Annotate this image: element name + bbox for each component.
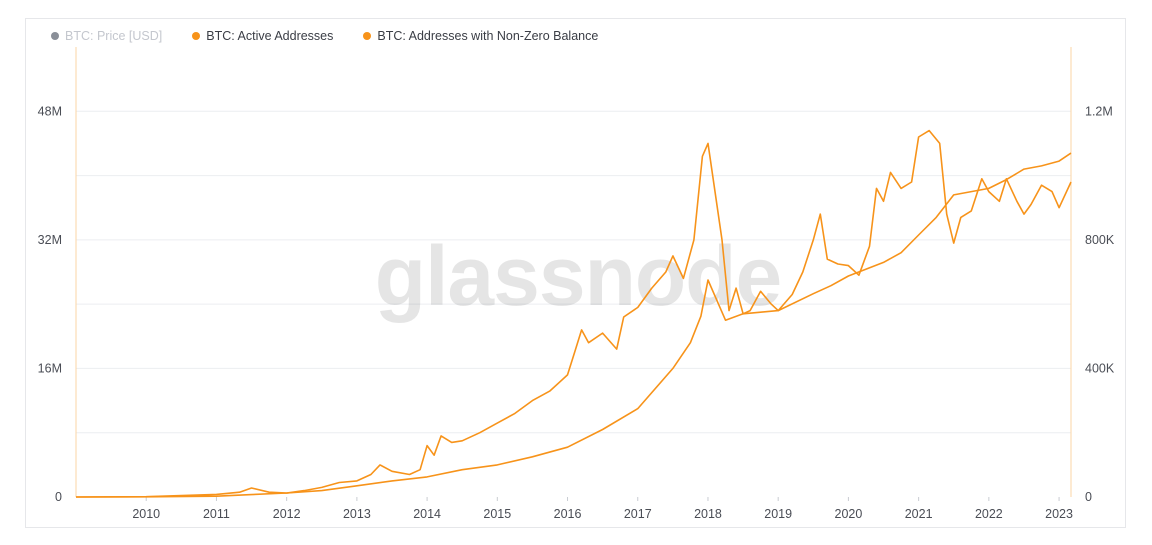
right-tick-label: 400K <box>1085 361 1115 375</box>
left-tick-label: 16M <box>38 361 62 375</box>
x-tick-label: 2017 <box>624 507 652 521</box>
x-tick-label: 2019 <box>764 507 792 521</box>
x-tick-label: 2011 <box>203 507 230 521</box>
legend-label: BTC: Addresses with Non-Zero Balance <box>377 29 599 43</box>
legend-item-nonzero-addresses[interactable]: BTC: Addresses with Non-Zero Balance <box>363 29 598 43</box>
legend-dot-icon <box>51 32 59 40</box>
left-tick-label: 48M <box>38 104 62 118</box>
legend-label: BTC: Active Addresses <box>206 29 334 43</box>
x-tick-label: 2021 <box>905 507 933 521</box>
left-tick-label: 0 <box>55 490 62 504</box>
watermark: glassnode <box>375 229 781 323</box>
x-tick-label: 2018 <box>694 507 722 521</box>
x-tick-label: 2010 <box>132 507 160 521</box>
x-tick-label: 2022 <box>975 507 1003 521</box>
right-tick-label: 1.2M <box>1085 104 1113 118</box>
x-tick-label: 2015 <box>483 507 511 521</box>
x-tick-label: 2016 <box>554 507 582 521</box>
active-addresses-series-line <box>75 129 1072 498</box>
legend-item-active-addresses[interactable]: BTC: Active Addresses <box>192 29 333 43</box>
axes: 0 16M 32M 48M 0 400K 800K 1.2M 2010 2011 2012 2013 2… <box>38 47 1115 521</box>
x-tick-label: 2023 <box>1045 507 1073 521</box>
legend-dot-icon <box>192 32 201 40</box>
grid <box>76 110 1071 434</box>
x-tick-label: 2012 <box>273 507 301 521</box>
legend-item-price[interactable]: BTC: Price [USD] <box>51 29 162 43</box>
nonzero-balance-series-line <box>75 152 1072 498</box>
legend: BTC: Price [USD] BTC: Active Addresses B… <box>51 29 598 43</box>
right-tick-label: 800K <box>1085 233 1115 247</box>
right-tick-label: 0 <box>1085 490 1092 504</box>
left-tick-label: 32M <box>38 233 62 247</box>
x-tick-label: 2013 <box>343 507 371 521</box>
x-tick-label: 2014 <box>413 507 441 521</box>
legend-dot-icon <box>363 32 372 40</box>
x-tick-label: 2020 <box>835 507 863 521</box>
series-layer <box>75 129 1072 498</box>
legend-label: BTC: Price [USD] <box>65 29 163 43</box>
